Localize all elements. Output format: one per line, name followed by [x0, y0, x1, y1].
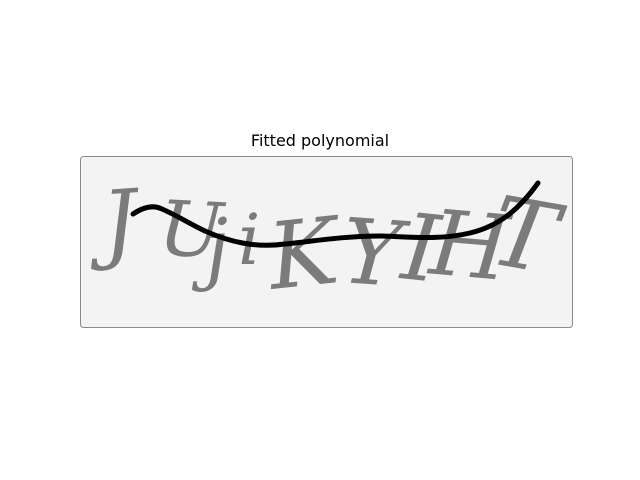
glyph-U: U	[157, 183, 229, 275]
plot-title: Fitted polynomial	[250, 131, 390, 150]
glyph-i: i	[238, 199, 260, 281]
captcha-background	[80, 156, 573, 328]
glyph-H: H	[424, 190, 515, 302]
fitted-polynomial-curve	[130, 180, 541, 248]
captcha-image-panel: J U j i K Y I H T	[80, 156, 573, 328]
captcha-svg: J U j i K Y I H T	[80, 156, 573, 328]
